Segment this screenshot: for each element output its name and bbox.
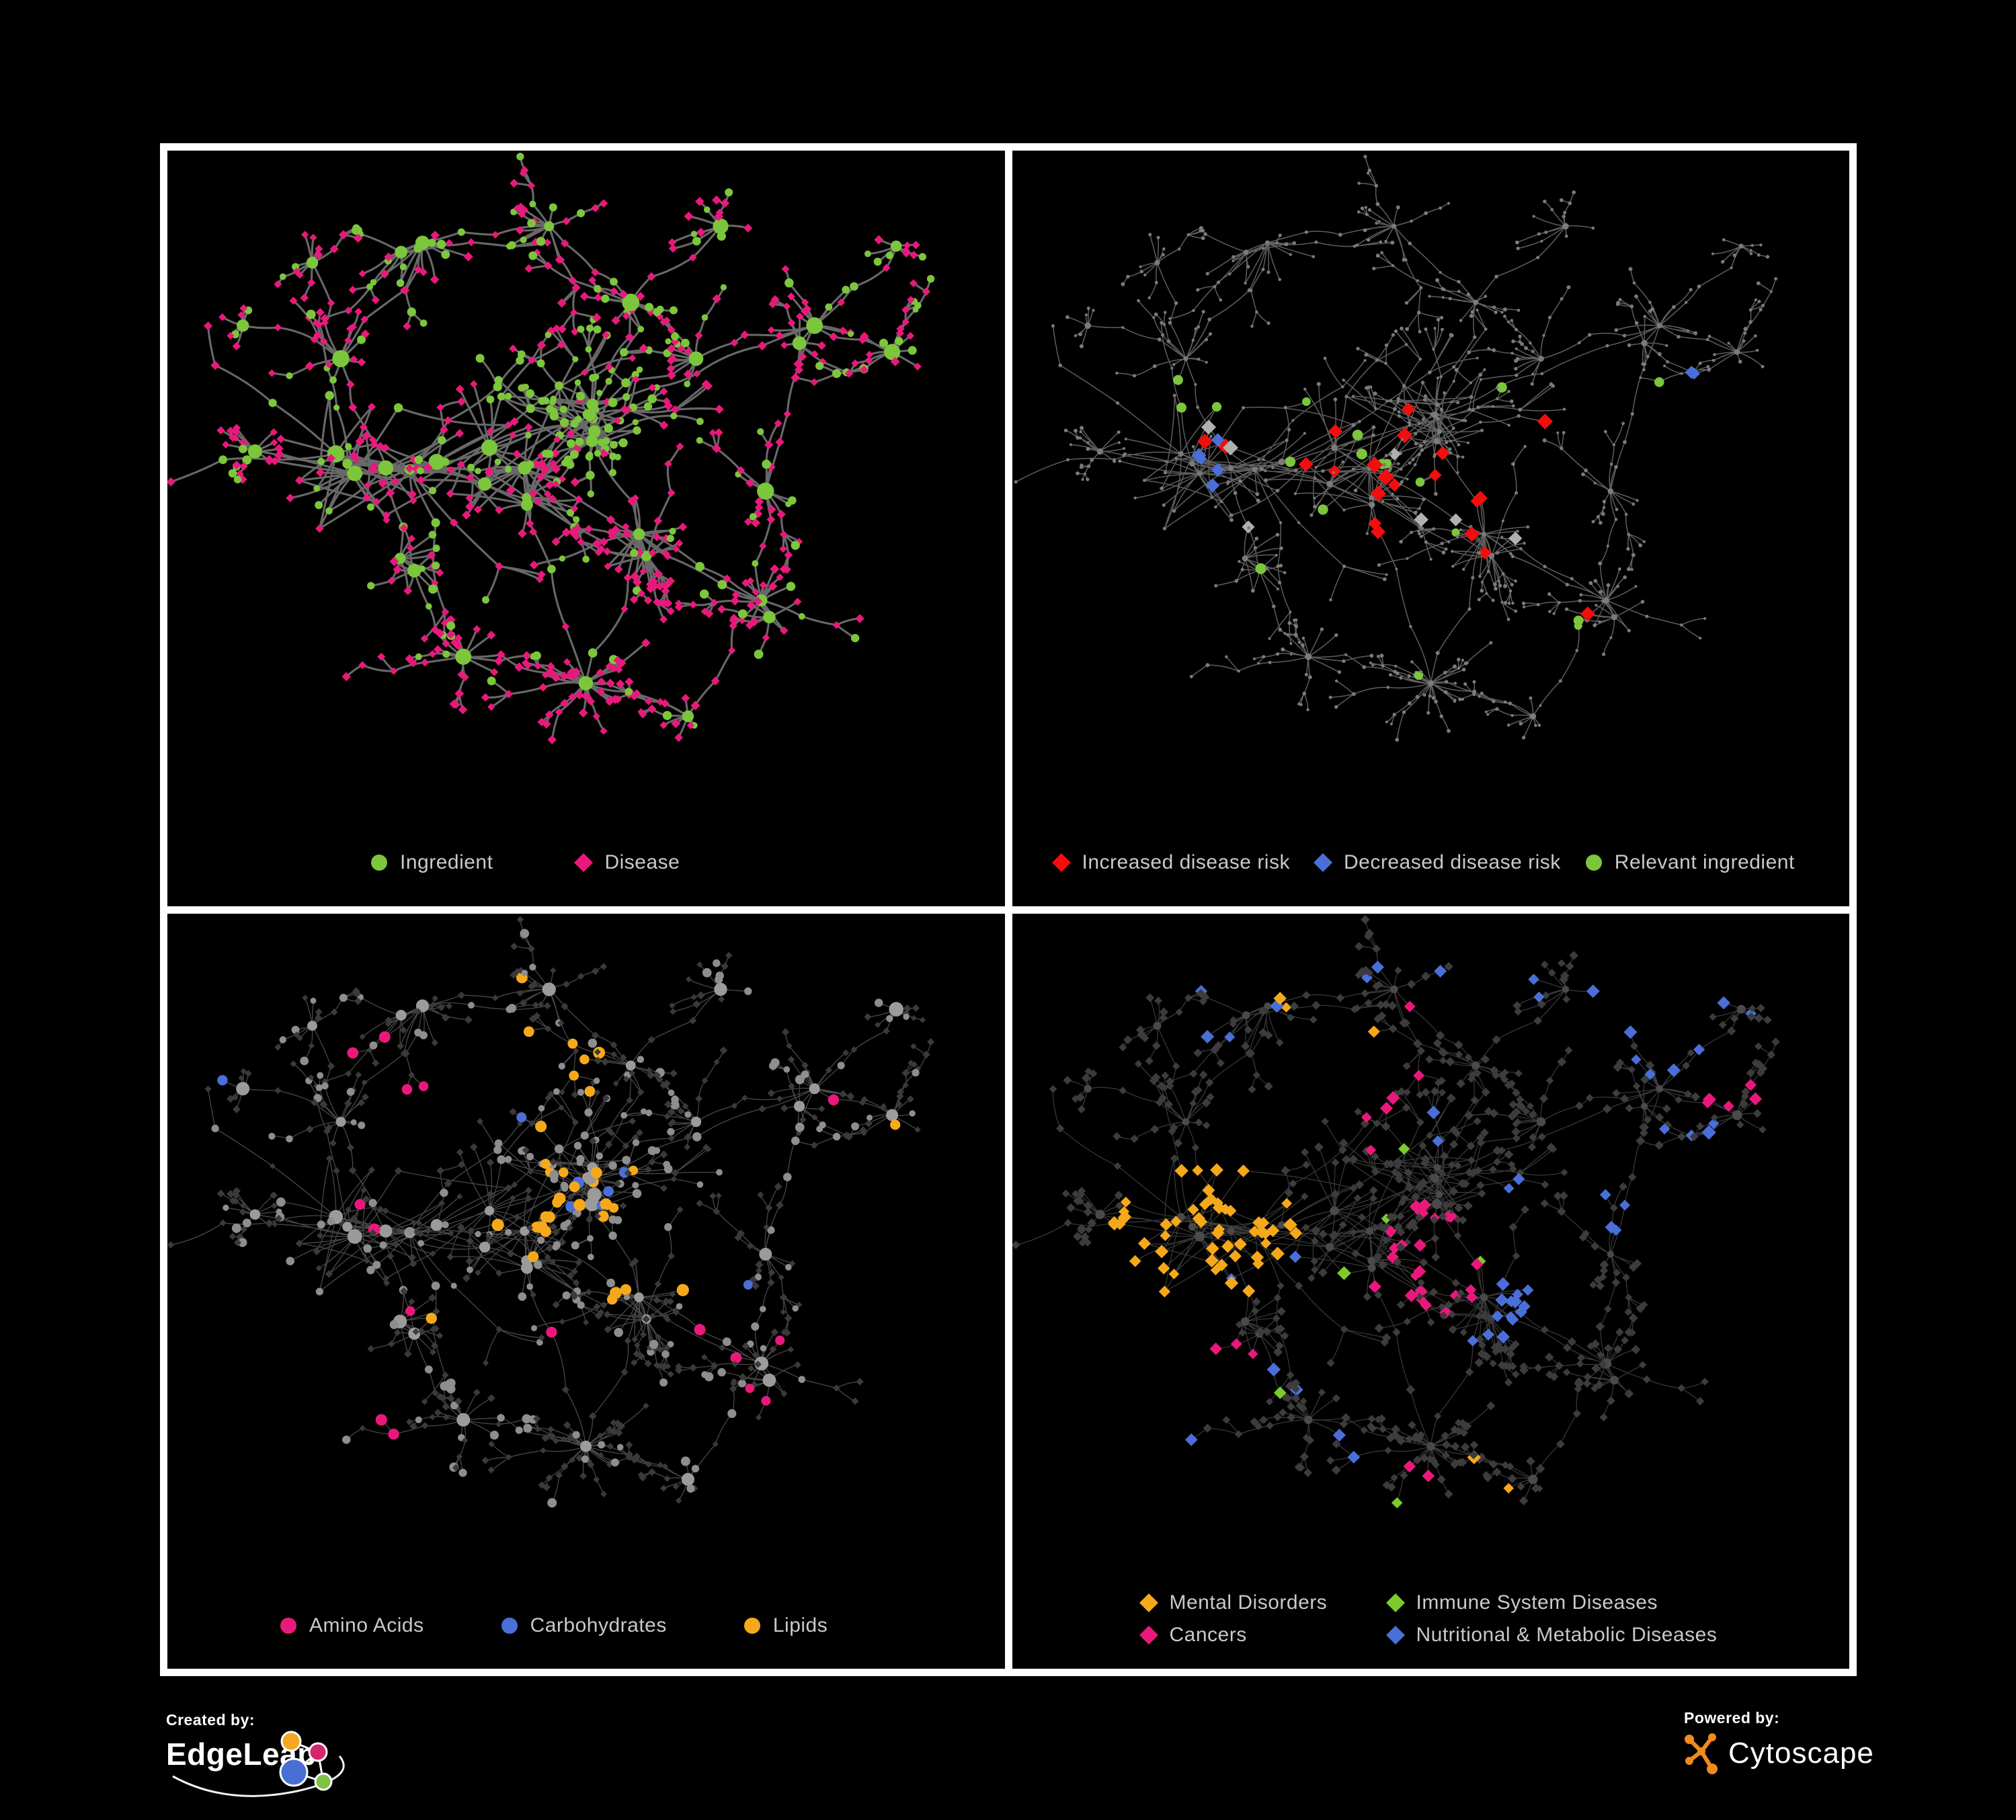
panel-disease-categories: Mental Disorders Immune System Diseases Ca… xyxy=(1012,913,1850,1669)
circle-marker-icon xyxy=(501,1617,518,1634)
legend-label: Relevant ingredient xyxy=(1614,851,1795,873)
legend-item-lipids: Lipids xyxy=(742,1614,828,1637)
legend-item-immune-system-diseases: Immune System Diseases xyxy=(1385,1591,1850,1614)
figure-grid: Ingredient Disease Increased disease risk… xyxy=(160,143,1857,1676)
legend-label: Nutritional & Metabolic Diseases xyxy=(1416,1623,1718,1646)
powered-by-label: Powered by: xyxy=(1684,1709,1780,1727)
network-graph-disease-risk xyxy=(1014,155,1777,742)
network-edges xyxy=(1015,156,1776,740)
network-edges xyxy=(170,156,932,740)
legend-item-decreased-disease-risk: Decreased disease risk xyxy=(1313,851,1561,874)
legend-label: Increased disease risk xyxy=(1082,851,1290,873)
legend: Mental Disorders Immune System Diseases Ca… xyxy=(1012,1591,1850,1647)
diamond-marker-icon xyxy=(574,853,594,872)
network-nodes xyxy=(167,153,935,744)
network-graph-disease-categories xyxy=(1012,914,1780,1509)
network-nodes xyxy=(167,916,935,1507)
panel-ingredient-disease: Ingredient Disease xyxy=(167,151,1005,906)
circle-marker-icon xyxy=(1585,855,1602,871)
network-nodes xyxy=(1014,155,1777,742)
diamond-marker-icon xyxy=(1385,1625,1405,1645)
circle-marker-icon xyxy=(280,1617,296,1634)
legend-item-disease: Disease xyxy=(573,851,680,874)
cytoscape-wordmark: Cytoscape xyxy=(1728,1737,1874,1770)
legend-item-carbohydrates: Carbohydrates xyxy=(499,1614,667,1637)
legend-item-increased-disease-risk: Increased disease risk xyxy=(1051,851,1290,874)
legend-label: Decreased disease risk xyxy=(1343,851,1561,873)
network-edges xyxy=(171,919,932,1503)
legend: Amino Acids Carbohydrates Lipids xyxy=(167,1614,1005,1637)
diamond-marker-icon xyxy=(1051,853,1071,872)
circle-marker-icon xyxy=(371,855,387,871)
edgeleap-network-icon xyxy=(172,1731,345,1797)
diamond-marker-icon xyxy=(1313,853,1332,872)
diamond-marker-icon xyxy=(1139,1593,1158,1612)
network-graph-ingredient-disease xyxy=(167,153,935,744)
legend-label: Mental Disorders xyxy=(1169,1591,1328,1614)
cytoscape-lockup: Powered by: Cytoscape xyxy=(1684,1709,1966,1774)
created-by-label: Created by: xyxy=(166,1711,255,1729)
legend-label: Cancers xyxy=(1169,1623,1247,1646)
legend-item-relevant-ingredient: Relevant ingredient xyxy=(1584,851,1795,874)
legend-item-mental-disorders: Mental Disorders xyxy=(1139,1591,1385,1614)
network-graph-nutrient-classes xyxy=(167,916,935,1507)
legend-label: Disease xyxy=(604,851,680,873)
legend-item-nutritional-metabolic-diseases: Nutritional & Metabolic Diseases xyxy=(1385,1624,1850,1647)
panel-nutrient-classes: Amino Acids Carbohydrates Lipids xyxy=(167,913,1005,1669)
edgeleap-lockup: Created by: EdgeLeap xyxy=(166,1711,448,1797)
legend-label: Carbohydrates xyxy=(530,1614,667,1636)
legend-label: Lipids xyxy=(772,1614,828,1636)
network-edges xyxy=(1015,919,1776,1503)
legend-item-cancers: Cancers xyxy=(1139,1624,1385,1647)
panel-disease-risk: Increased disease risk Decreased disease … xyxy=(1012,151,1850,906)
circle-marker-icon xyxy=(743,1617,760,1634)
legend: Increased disease risk Decreased disease … xyxy=(1012,851,1850,874)
diamond-marker-icon xyxy=(1385,1593,1405,1612)
legend-label: Immune System Diseases xyxy=(1416,1591,1658,1614)
cytoscape-icon xyxy=(1685,1733,1718,1774)
legend-label: Ingredient xyxy=(400,851,493,873)
legend-item-amino-acids: Amino Acids xyxy=(278,1614,424,1637)
legend-item-ingredient: Ingredient xyxy=(369,851,493,874)
legend: Ingredient Disease xyxy=(167,851,1005,874)
legend-label: Amino Acids xyxy=(309,1614,424,1636)
diamond-marker-icon xyxy=(1139,1625,1158,1645)
